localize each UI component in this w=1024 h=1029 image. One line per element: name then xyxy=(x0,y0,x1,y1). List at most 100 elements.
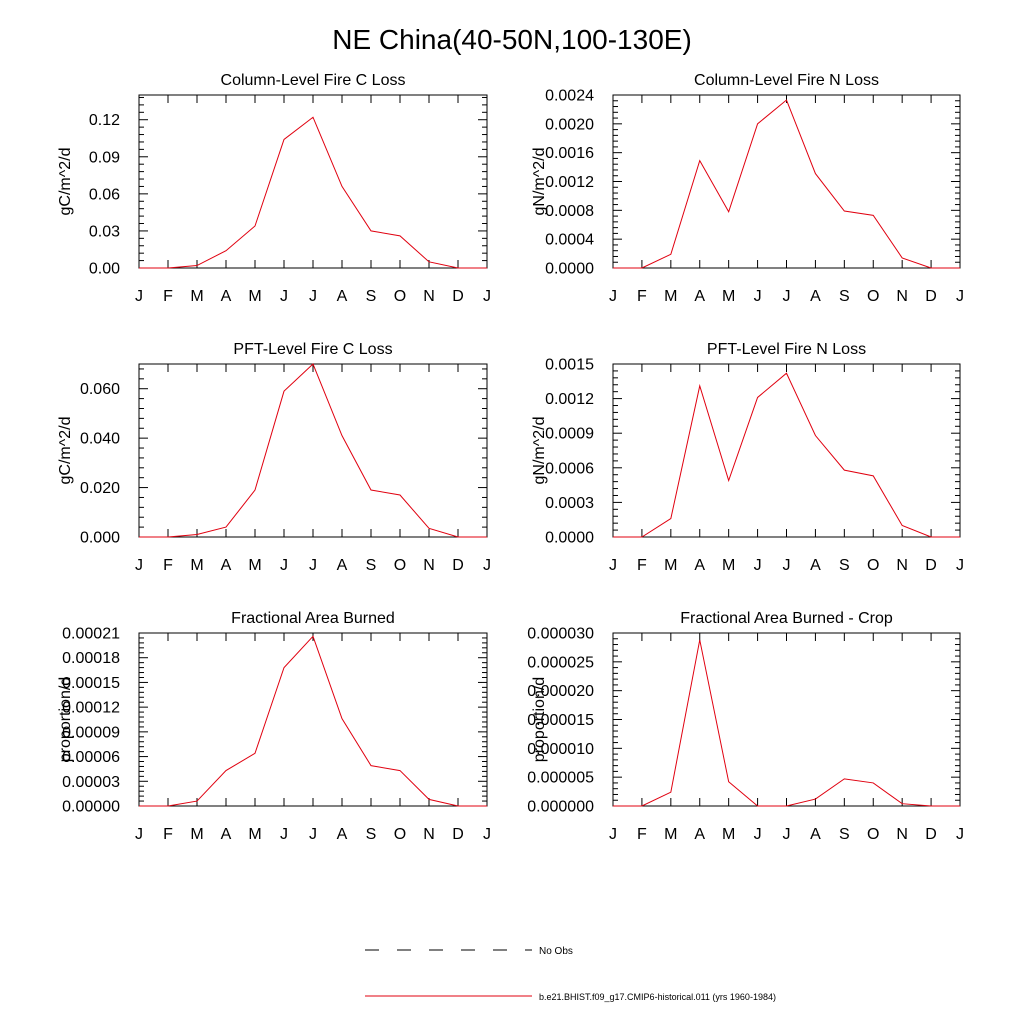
x-tick-label: O xyxy=(394,826,406,843)
y-tick-label: 0.000015 xyxy=(527,712,594,729)
y-tick-label: 0.0003 xyxy=(545,495,594,512)
y-tick-label: 0.0012 xyxy=(545,174,594,191)
y-tick-label: 0.00003 xyxy=(62,774,120,791)
x-tick-label: N xyxy=(896,288,908,305)
x-tick-label: M xyxy=(190,826,203,843)
legend: No Obs b.e21.BHIST.f09_g17.CMIP6-histori… xyxy=(365,946,776,1002)
x-tick-label: J xyxy=(309,557,317,574)
y-tick-label: 0.00006 xyxy=(62,749,120,766)
x-tick-label: M xyxy=(248,288,261,305)
x-tick-label: D xyxy=(452,288,464,305)
y-tick-label: 0.0024 xyxy=(545,88,594,105)
x-tick-label: O xyxy=(867,288,879,305)
panel-title: PFT-Level Fire N Loss xyxy=(707,341,866,358)
y-tick-label: 0.0020 xyxy=(545,116,594,133)
y-tick-label: 0.03 xyxy=(89,223,120,240)
x-tick-label: A xyxy=(337,557,348,574)
y-tick-label: 0.0000 xyxy=(545,530,594,547)
x-tick-label: O xyxy=(394,288,406,305)
y-tick-label: 0.06 xyxy=(89,186,120,203)
x-tick-label: M xyxy=(722,288,735,305)
x-tick-label: S xyxy=(839,826,850,843)
x-tick-label: A xyxy=(810,826,821,843)
x-tick-label: M xyxy=(664,826,677,843)
x-tick-label: J xyxy=(956,826,964,843)
x-tick-label: N xyxy=(896,557,908,574)
x-tick-label: A xyxy=(694,557,705,574)
series-line xyxy=(613,99,960,269)
x-tick-label: D xyxy=(452,557,464,574)
x-tick-label: J xyxy=(280,288,288,305)
y-axis-label: proportion/d xyxy=(531,677,548,762)
series-line xyxy=(139,363,487,538)
series-line xyxy=(139,116,487,269)
y-tick-label: 0.00000 xyxy=(62,799,120,816)
x-tick-label: A xyxy=(337,288,348,305)
figure-title: NE China(40-50N,100-130E) xyxy=(332,24,692,55)
x-tick-label: N xyxy=(423,826,435,843)
x-tick-label: S xyxy=(366,288,377,305)
x-tick-label: O xyxy=(867,557,879,574)
y-tick-label: 0.060 xyxy=(80,381,120,398)
x-tick-label: F xyxy=(637,288,647,305)
y-tick-label: 0.09 xyxy=(89,149,120,166)
x-tick-label: J xyxy=(135,557,143,574)
y-tick-label: 0.000025 xyxy=(527,654,594,671)
y-tick-label: 0.020 xyxy=(80,480,120,497)
x-tick-label: S xyxy=(839,288,850,305)
x-tick-label: M xyxy=(722,826,735,843)
x-tick-label: F xyxy=(163,557,173,574)
x-tick-label: D xyxy=(925,557,937,574)
y-tick-label: 0.12 xyxy=(89,112,120,129)
panel-title: Column-Level Fire C Loss xyxy=(221,72,406,89)
x-tick-label: N xyxy=(423,557,435,574)
x-tick-label: A xyxy=(221,288,232,305)
x-tick-label: N xyxy=(896,826,908,843)
series-line xyxy=(613,372,960,538)
plot-frame xyxy=(138,363,488,538)
x-tick-label: J xyxy=(309,826,317,843)
y-tick-label: 0.0009 xyxy=(545,426,594,443)
x-tick-label: J xyxy=(483,288,491,305)
y-axis-label: gC/m^2/d xyxy=(57,148,74,216)
x-tick-label: D xyxy=(925,288,937,305)
x-tick-label: J xyxy=(754,288,762,305)
x-tick-label: J xyxy=(754,557,762,574)
panel-title: Fractional Area Burned xyxy=(231,610,395,627)
x-tick-label: M xyxy=(248,557,261,574)
legend-model-label: b.e21.BHIST.f09_g17.CMIP6-historical.011… xyxy=(539,992,776,1002)
x-tick-label: S xyxy=(366,557,377,574)
x-tick-label: F xyxy=(163,826,173,843)
x-tick-label: A xyxy=(337,826,348,843)
y-tick-label: 0.000030 xyxy=(527,626,594,643)
y-tick-label: 0.0015 xyxy=(545,357,594,374)
x-tick-label: J xyxy=(280,557,288,574)
x-tick-label: D xyxy=(452,826,464,843)
x-tick-label: A xyxy=(810,288,821,305)
series-line xyxy=(139,635,487,807)
y-axis-label: proportion/d xyxy=(57,677,74,762)
y-tick-label: 0.00015 xyxy=(62,675,120,692)
plot-frame xyxy=(612,632,961,807)
y-tick-label: 0.0008 xyxy=(545,203,594,220)
plot-frame xyxy=(138,94,488,269)
x-tick-label: J xyxy=(280,826,288,843)
x-tick-label: J xyxy=(783,288,791,305)
x-tick-label: A xyxy=(810,557,821,574)
x-tick-label: M xyxy=(664,557,677,574)
y-tick-label: 0.0000 xyxy=(545,261,594,278)
x-tick-label: J xyxy=(783,557,791,574)
x-tick-label: M xyxy=(248,826,261,843)
x-tick-label: F xyxy=(637,557,647,574)
y-tick-label: 0.0004 xyxy=(545,232,594,249)
y-tick-label: 0.0016 xyxy=(545,145,594,162)
y-tick-label: 0.00018 xyxy=(62,650,120,667)
y-tick-label: 0.000000 xyxy=(527,799,594,816)
y-axis-label: gN/m^2/d xyxy=(531,148,548,216)
y-tick-label: 0.000010 xyxy=(527,741,594,758)
